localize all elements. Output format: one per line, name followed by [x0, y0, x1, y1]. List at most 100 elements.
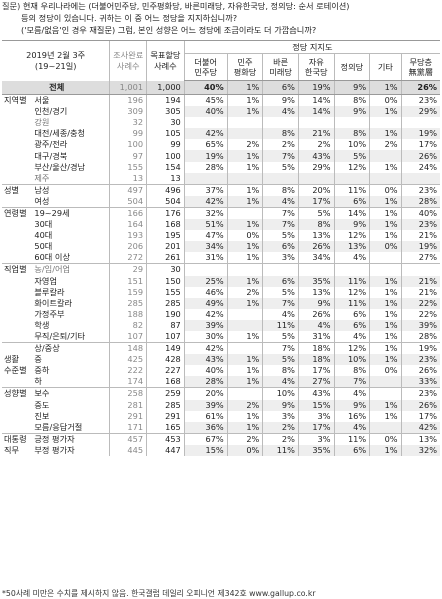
value-cell: 1% [369, 219, 402, 231]
row-label-total: 전체 [2, 80, 110, 95]
value-cell: 21% [400, 286, 440, 298]
value-cell: 1% [226, 161, 263, 173]
value-cell: 61% [183, 410, 228, 422]
row-label: 부산/울산/경남 [34, 161, 86, 172]
sample-done: 425 [109, 354, 147, 366]
value-cell [369, 387, 402, 400]
value-cell: 7% [262, 297, 299, 309]
value-cell [226, 387, 263, 400]
row-label: 60대 이상 [34, 252, 70, 263]
sample-target: 190 [146, 308, 185, 320]
value-total-1: 1% [226, 80, 263, 95]
sample-done: 188 [109, 308, 147, 320]
value-cell: 4% [333, 330, 370, 343]
value-cell [333, 172, 370, 185]
row-label: 부정 평가자 [34, 444, 75, 455]
row-label: 상/중상 [32, 342, 110, 355]
sample-target: 195 [146, 230, 185, 242]
value-cell: 28% [183, 161, 228, 173]
row-label: 50대 [34, 241, 53, 252]
footnote: *50사례 미만은 수치를 제시하지 않음. 한국갤럽 데일리 오피니언 제34… [2, 589, 316, 598]
value-cell: 0% [226, 444, 263, 456]
value-cell: 9% [333, 219, 370, 231]
value-cell [183, 172, 228, 185]
value-cell: 5% [262, 330, 299, 343]
value-cell [369, 117, 402, 129]
value-cell: 8% [262, 183, 299, 196]
value-cell: 13% [400, 432, 440, 445]
value-cell: 36% [183, 421, 228, 434]
sample-target: 259 [146, 387, 185, 400]
value-cell [262, 172, 299, 185]
value-cell: 4% [297, 319, 335, 331]
value-cell: 39% [183, 319, 228, 331]
row-label: 강원 [34, 117, 50, 128]
sample-target: 194 [146, 94, 185, 107]
value-cell: 29% [400, 106, 440, 118]
value-cell: 13% [297, 286, 335, 298]
value-cell: 1% [226, 410, 263, 422]
group-label: 지역별 [4, 95, 27, 105]
value-cell: 17% [400, 139, 440, 151]
value-cell [226, 308, 263, 320]
table-row: 중도 281 285 39% 2% 9% 15% 9% 1% 26% [2, 399, 440, 411]
value-cell: 18% [297, 342, 335, 355]
value-cell: 32% [183, 206, 228, 220]
value-cell [297, 172, 335, 185]
sample-target: 285 [146, 297, 185, 309]
sample-target: 447 [146, 444, 185, 456]
value-cell: 1% [369, 444, 402, 456]
sample-target: 149 [146, 342, 185, 355]
value-cell: 18% [297, 354, 335, 366]
value-cell: 5% [297, 206, 335, 220]
value-cell: 6% [333, 308, 370, 320]
value-cell: 1% [369, 399, 402, 411]
sample-target: 227 [146, 365, 185, 377]
value-cell: 1% [369, 410, 402, 422]
value-cell: 1% [226, 252, 263, 264]
value-cell: 1% [369, 297, 402, 309]
value-cell [369, 252, 402, 264]
table-row: 광주/전라 100 99 65% 2% 2% 2% 10% 2% 17% [2, 139, 440, 151]
value-cell: 22% [400, 308, 440, 320]
question-line-3: ('모름/없음'인 경우 재질문) 그럼, 본인 성향은 어느 정당에 조금이라… [21, 25, 317, 35]
value-cell [333, 117, 370, 129]
sample-done: 159 [109, 286, 147, 298]
table-row: 인천/경기 309 305 40% 1% 4% 14% 9% 1% 29% [2, 106, 440, 118]
table-row: 하 174 168 28% 1% 4% 27% 7% 33% [2, 376, 440, 388]
value-total-5: 1% [369, 80, 402, 95]
value-cell: 15% [297, 399, 335, 411]
row-label: 대구/경북 [34, 150, 68, 161]
sample-target: 165 [146, 421, 185, 434]
value-cell: 1% [226, 365, 263, 377]
row-label: 화이트칼라 [34, 297, 73, 308]
value-cell: 4% [262, 376, 299, 388]
sample-done: 32 [109, 117, 147, 129]
value-cell: 39% [183, 399, 228, 411]
sample-target-header: 목표할당 사례수 [146, 40, 185, 81]
value-cell: 46% [183, 286, 228, 298]
sample-target: 168 [146, 219, 185, 231]
value-cell: 1% [369, 195, 402, 208]
value-cell: 8% [333, 365, 370, 377]
sample-target: 176 [146, 206, 185, 220]
value-cell: 42% [183, 195, 228, 208]
value-cell: 43% [183, 354, 228, 366]
row-label: 광주/전라 [34, 139, 68, 150]
value-cell: 29% [297, 161, 335, 173]
value-cell: 23% [400, 183, 440, 196]
value-cell: 3% [262, 252, 299, 264]
row-label: 40대 [34, 230, 53, 241]
row-label: 제주 [34, 172, 50, 183]
period-header: 2019년 2월 3주 (19~21일) [2, 40, 110, 81]
table-row: 여성 504 504 42% 1% 4% 17% 6% 1% 28% [2, 195, 440, 208]
question-text-1: 현재 우리나라에는 (더불어민주당, 민주평화당, 바른미래당, 자유한국당, … [22, 1, 350, 11]
table-row: 대구/경북 97 100 19% 1% 7% 43% 5% 26% [2, 150, 440, 162]
value-cell: 9% [262, 399, 299, 411]
value-cell: 30% [183, 330, 228, 343]
value-cell: 1% [369, 354, 402, 366]
value-cell: 0% [226, 230, 263, 242]
sample-done: 148 [109, 342, 147, 355]
sample-done: 155 [109, 161, 147, 173]
value-cell: 1% [369, 342, 402, 355]
